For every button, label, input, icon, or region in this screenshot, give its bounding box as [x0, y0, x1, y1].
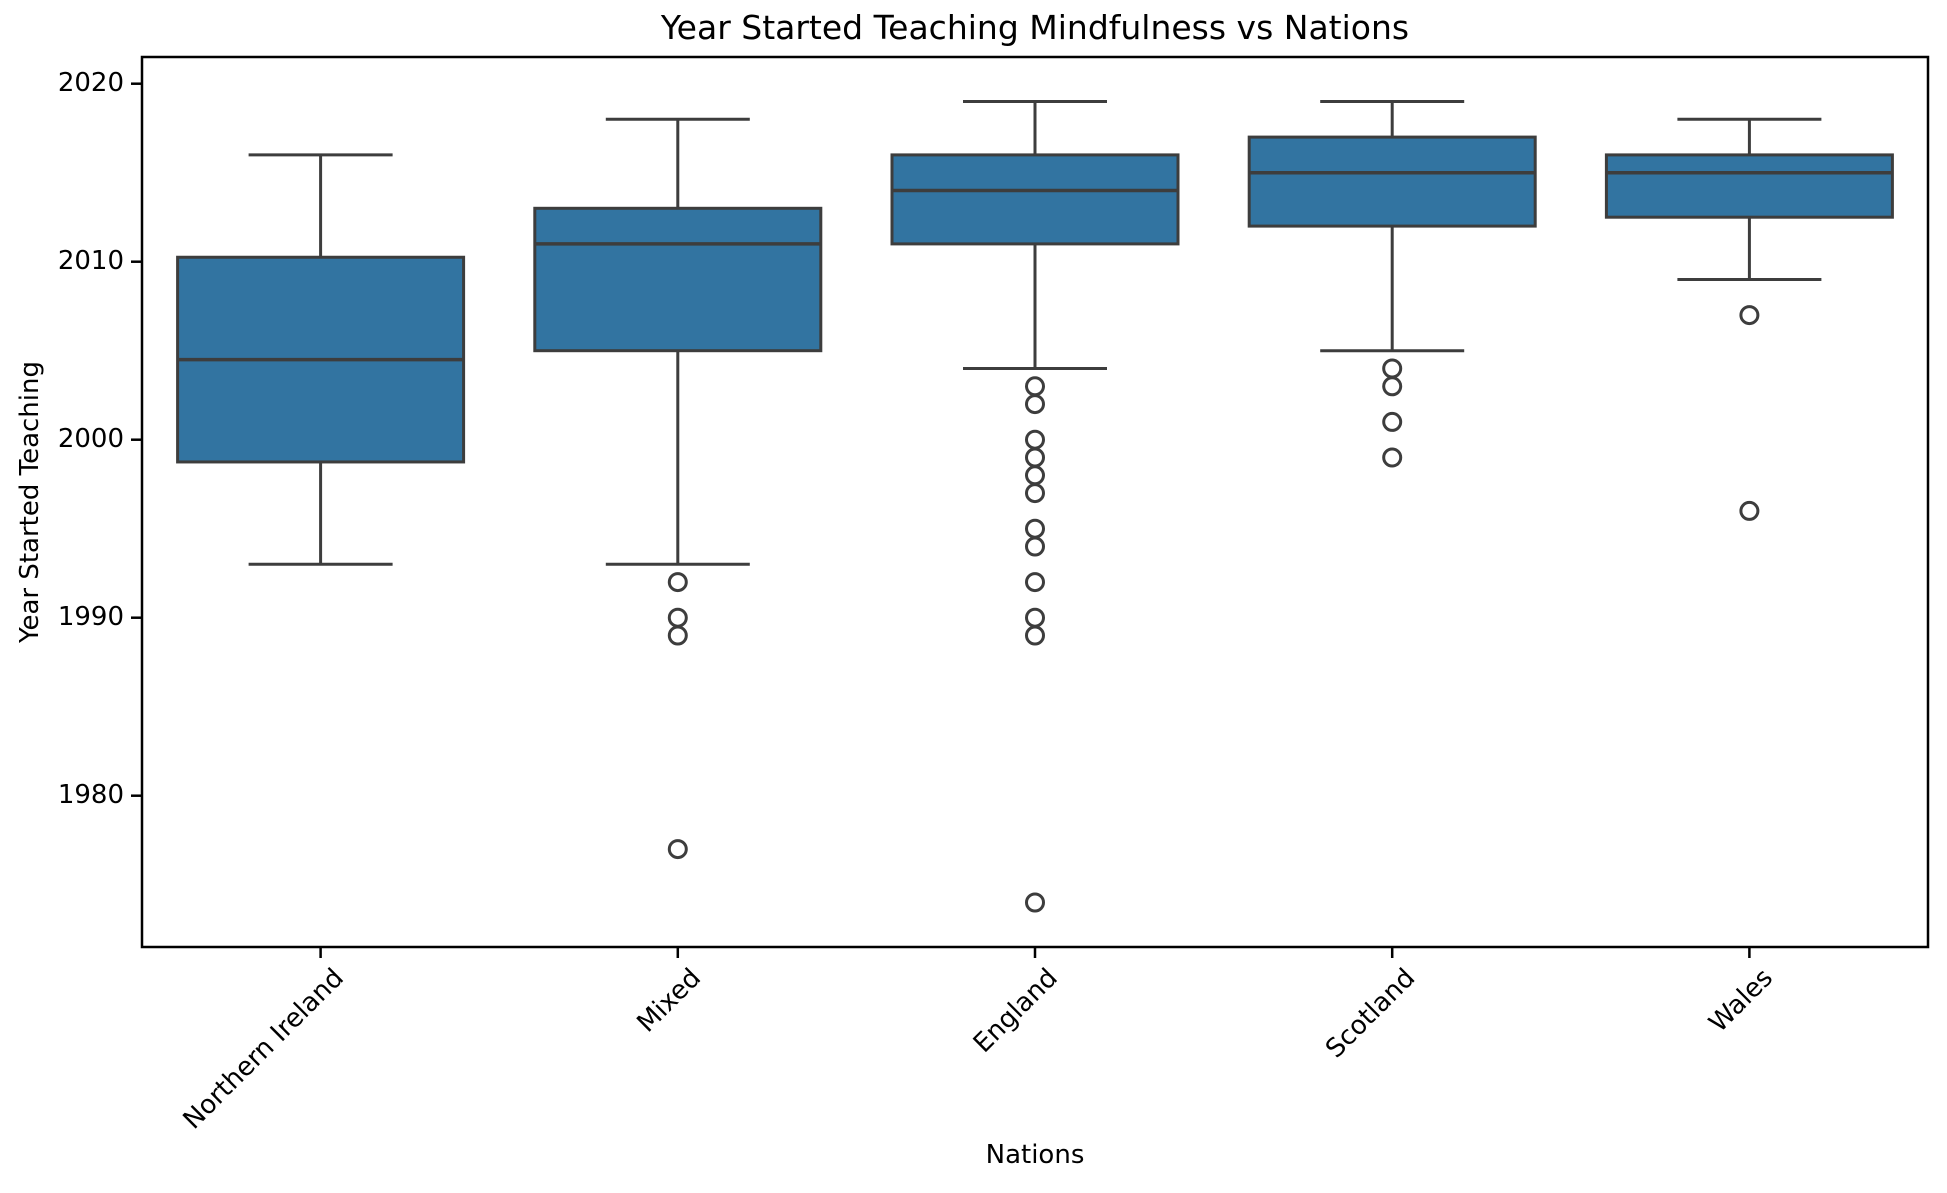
outlier-england-1990	[1025, 607, 1045, 628]
box-england	[890, 153, 1180, 246]
outlier-wales-1996	[1739, 500, 1760, 521]
y-tick-label-2010: 2010	[57, 245, 124, 276]
outlier-england-1989	[1025, 625, 1045, 646]
box-wales	[1604, 153, 1894, 219]
outlier-mixed-1977	[667, 839, 688, 860]
outlier-scotland-2004	[1382, 358, 1403, 379]
y-tick-label-2000: 2000	[57, 423, 124, 454]
y-tick-label-1990: 1990	[57, 601, 124, 632]
outlier-wales-2007	[1739, 305, 1760, 326]
outlier-england-1994	[1025, 536, 1045, 557]
outlier-england-1974	[1025, 892, 1045, 913]
y-tick-label-2020: 2020	[57, 67, 124, 98]
outlier-scotland-2001	[1382, 411, 1403, 432]
outlier-scotland-1999	[1382, 447, 1403, 468]
outlier-scotland-2003	[1382, 376, 1403, 397]
outlier-england-2002	[1025, 394, 1045, 415]
outlier-england-1997	[1025, 483, 1045, 504]
outlier-mixed-1990	[667, 607, 688, 628]
outlier-england-1999	[1025, 447, 1045, 468]
box-scotland	[1247, 135, 1537, 228]
outlier-england-1995	[1025, 518, 1045, 539]
outlier-england-2000	[1025, 429, 1045, 450]
outlier-england-1998	[1025, 465, 1045, 486]
box-mixed	[533, 206, 823, 353]
x-axis-label: Nations	[985, 1140, 1085, 1170]
y-tick-label-1980: 1980	[57, 779, 124, 810]
outlier-england-1992	[1025, 572, 1045, 593]
outlier-mixed-1992	[667, 572, 688, 593]
outlier-mixed-1989	[667, 625, 688, 646]
chart-title: Year Started Teaching Mindfulness vs Nat…	[660, 8, 1410, 47]
outlier-england-2003	[1025, 376, 1045, 397]
